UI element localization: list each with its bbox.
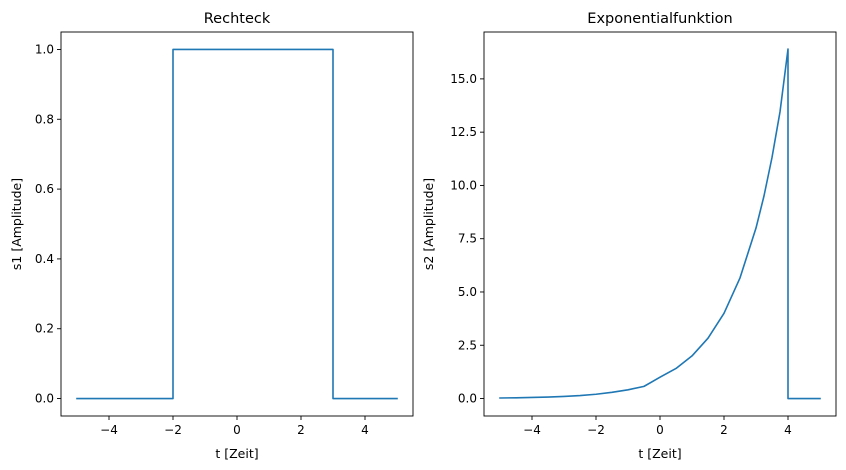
y-tick-label: 5.0: [458, 285, 477, 299]
x-tick-label: 0: [233, 423, 241, 437]
x-tick-label: −4: [523, 423, 541, 437]
y-tick-label: 10.0: [450, 178, 477, 192]
y-tick-label: 0.4: [35, 252, 54, 266]
y-tick-label: 1.0: [35, 42, 54, 56]
x-tick-label: −2: [164, 423, 182, 437]
series-line-0: [499, 48, 821, 400]
series-line-0: [76, 48, 398, 400]
x-tick-label: 4: [784, 423, 792, 437]
y-tick-label: 0.0: [458, 392, 477, 406]
chart-title: Rechteck: [204, 11, 271, 27]
axes-frame: [60, 31, 414, 417]
x-tick-label: −2: [587, 423, 605, 437]
x-axis-label: t [Zeit]: [638, 446, 681, 461]
y-tick-label: 0.8: [35, 112, 54, 126]
y-tick-label: 7.5: [458, 232, 477, 246]
chart-exponentialfunktion: Exponentialfunktion −4 −2 0 2 4 0.0 2.5 5.0 7.5…: [421, 11, 837, 461]
y-tick-label: 12.5: [450, 125, 477, 139]
x-axis-label: t [Zeit]: [215, 446, 258, 461]
y-tick-label: 0.2: [35, 322, 54, 336]
chart-title: Exponentialfunktion: [587, 11, 732, 27]
y-axis-label: s2 [Amplitude]: [421, 178, 436, 270]
axes-frame: [483, 31, 837, 417]
chart-rechteck: Rechteck −4 −2 0 2 4 0.0 0.2 0.4 0.6 0.8 1.0 t [Z…: [9, 11, 414, 461]
x-tick-label: −4: [100, 423, 118, 437]
y-tick-label: 0.0: [35, 392, 54, 406]
x-tick-label: 2: [720, 423, 728, 437]
x-tick-label: 2: [297, 423, 305, 437]
x-tick-label: 0: [656, 423, 664, 437]
y-tick-label: 2.5: [458, 338, 477, 352]
y-axis-label: s1 [Amplitude]: [9, 178, 24, 270]
y-tick-label: 15.0: [450, 72, 477, 86]
x-tick-label: 4: [361, 423, 369, 437]
y-tick-label: 0.6: [35, 182, 54, 196]
